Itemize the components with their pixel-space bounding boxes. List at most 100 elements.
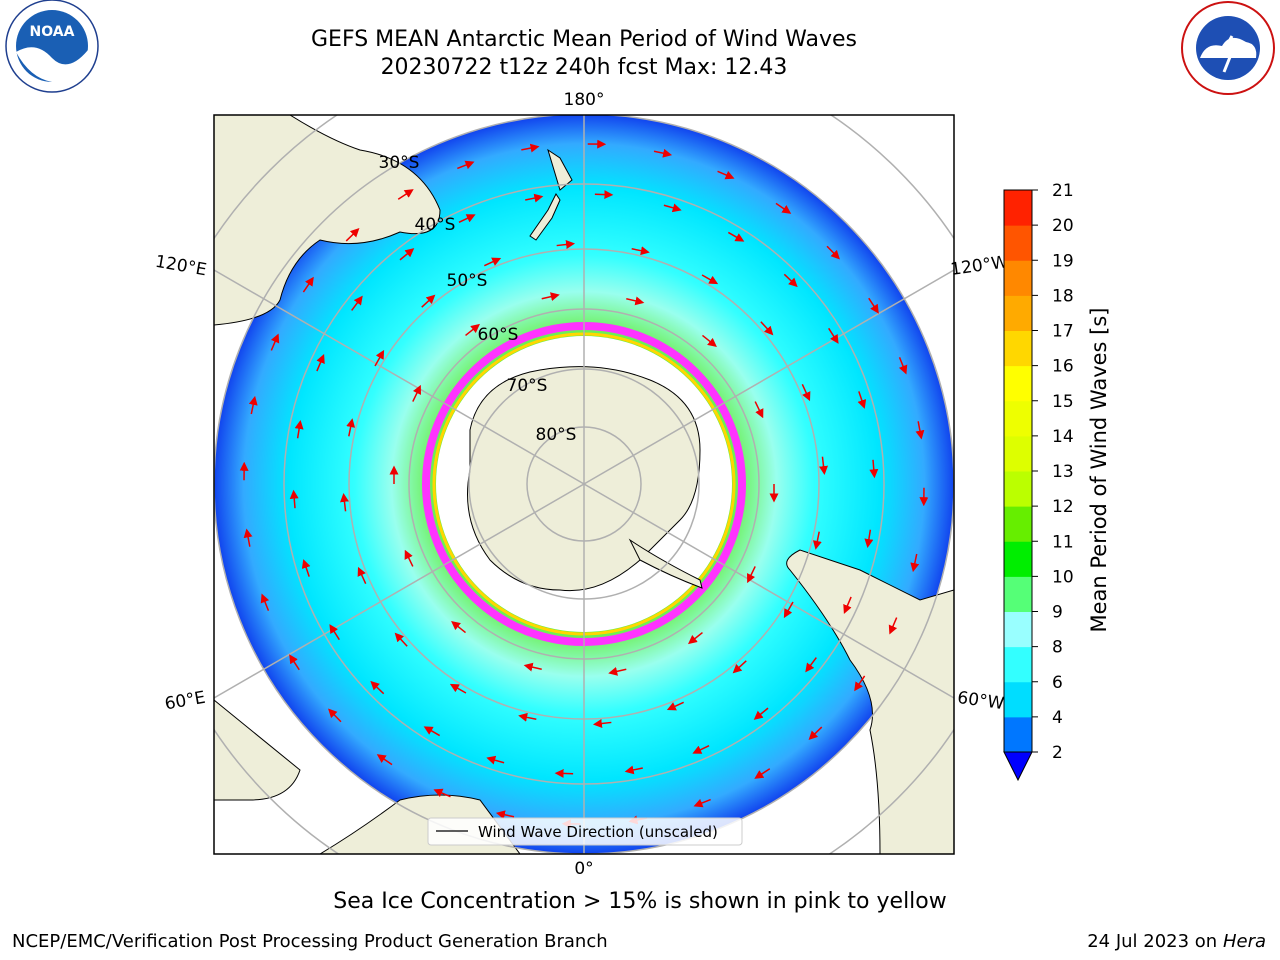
wave-direction-arrow-icon [248,395,258,415]
map-frame [213,114,955,855]
wave-direction-arrow-icon [775,202,792,214]
colorbar-segment [1004,611,1032,648]
colorbar-segment [1004,506,1032,542]
wave-direction-arrow-icon [289,654,300,671]
wave-direction-arrow-icon [754,401,764,419]
wind-wave-arrows [239,139,929,829]
wave-direction-arrow-icon [423,726,441,737]
wave-direction-arrow-icon [329,624,340,641]
colorbar-tick-label: 11 [1052,532,1074,552]
noaa-logo: NOAA [5,0,99,93]
wave-direction-arrow-icon [404,549,414,567]
footer-date-text: 24 Jul 2023 on [1087,931,1223,952]
colorbar-tick-label: 15 [1052,392,1074,412]
wave-direction-arrow-icon [592,719,612,728]
wave-direction-arrow-icon [819,456,828,476]
colorbar-tick-label: 20 [1052,216,1074,236]
wave-direction-arrow-icon [754,768,771,779]
noaa-logo-text: NOAA [30,24,75,40]
wave-direction-arrow-icon [301,559,311,577]
wave-direction-arrow-icon [753,707,769,720]
madagascar-land [214,699,301,801]
nws-logo [1181,1,1275,95]
wave-direction-arrow-icon [521,143,540,153]
wave-direction-arrow-icon [732,660,747,674]
colorbar-segment [1004,646,1032,683]
wave-direction-arrow-icon [692,744,710,754]
wave-direction-arrow-icon [701,334,717,347]
wave-direction-arrow-icon [328,708,342,723]
wave-direction-arrow-icon [518,712,537,722]
lat-label-80s: 80°S [536,425,577,445]
wave-direction-arrow-icon [805,657,817,673]
colorbar-segment [1004,295,1032,331]
colorbar-segment [1004,716,1032,753]
colorbar-tick-label: 2 [1052,743,1063,763]
colorbar-segment [1004,471,1032,507]
colorbar-label: Mean Period of Wind Waves [s] [1087,308,1111,633]
lat-label-40s: 40°S [415,215,456,235]
wave-direction-arrow-icon [484,257,502,267]
footer-machine: Hera [1222,931,1266,952]
wave-direction-arrow-icon [812,531,822,550]
wave-direction-arrow-icon [394,632,408,647]
wave-direction-arrow-icon [374,349,385,367]
wave-direction-arrow-icon [868,297,879,314]
colorbar-tick-label: 4 [1052,708,1063,728]
colorbar-tick-label: 13 [1052,462,1074,482]
wave-direction-arrow-icon [346,418,356,437]
colorbar-tick-label: 16 [1052,357,1074,377]
wave-direction-arrow-icon [457,160,475,170]
colorbar-tick-label: 12 [1052,497,1074,517]
wave-direction-arrow-icon [289,489,299,509]
map-legend: Wind Wave Direction (unscaled) [427,817,743,846]
wave-direction-arrow-icon [260,593,270,611]
wave-direction-arrow-icon [783,273,798,288]
colorbar-tick-label: 21 [1052,181,1074,201]
colorbar-tick-label: 17 [1052,322,1074,342]
colorbar-tick-label: 9 [1052,603,1063,623]
colorbar-tick-label: 14 [1052,427,1074,447]
colorbar-segment [1004,190,1032,226]
footer-credit: NCEP/EMC/Verification Post Processing Pr… [12,931,608,952]
new-zealand-land [529,148,573,241]
lat-label-50s: 50°S [447,271,488,291]
wave-direction-arrow-icon [687,631,703,645]
colorbar-tick-label: 19 [1052,251,1074,271]
wave-direction-arrow-icon [666,701,684,711]
wave-direction-arrow-icon [783,601,794,619]
footer-date: 24 Jul 2023 on Hera [1087,931,1266,952]
wave-direction-arrow-icon [727,231,745,242]
wave-direction-arrow-icon [397,189,414,200]
wave-direction-arrow-icon [653,148,673,158]
colorbar-segment [1004,225,1032,261]
lon-label-bottom: 0° [574,859,593,879]
sea-ice-caption: Sea Ice Concentration > 15% is shown in … [333,889,947,914]
wave-direction-arrow-icon [626,296,645,306]
wave-direction-arrow-icon [854,675,866,692]
wave-direction-arrow-icon [554,768,574,778]
colorbar-tick-label: 8 [1052,638,1063,658]
lon-label-lower-left: 60°E [163,688,207,715]
wave-direction-arrow-icon [345,228,360,242]
lat-label-70s: 70°S [507,376,548,396]
wave-direction-arrow-icon [624,765,643,775]
wave-direction-arrow-icon [747,566,756,584]
wave-direction-arrow-icon [294,420,304,439]
colorbar-tick-label: 10 [1052,567,1074,587]
colorbar: 2 4 6 8 9 10 11 12 13 14 15 16 17 18 19 20 21 [1003,181,1074,782]
wave-direction-arrow-icon [495,810,515,820]
wave-direction-arrow-icon [351,295,363,311]
wave-direction-arrow-icon [486,755,505,765]
colorbar-tick-label: 6 [1052,673,1063,693]
wave-direction-arrow-icon [458,214,476,224]
wave-direction-arrow-icon [869,459,879,479]
colorbar-segment [1004,400,1032,437]
wave-direction-arrow-icon [357,566,367,584]
wave-direction-arrow-icon [302,276,314,293]
wave-direction-arrow-icon [340,492,349,512]
colorbar-under-triangle [1003,751,1033,782]
wave-direction-arrow-icon [717,170,735,180]
wave-direction-arrow-icon [910,553,920,573]
